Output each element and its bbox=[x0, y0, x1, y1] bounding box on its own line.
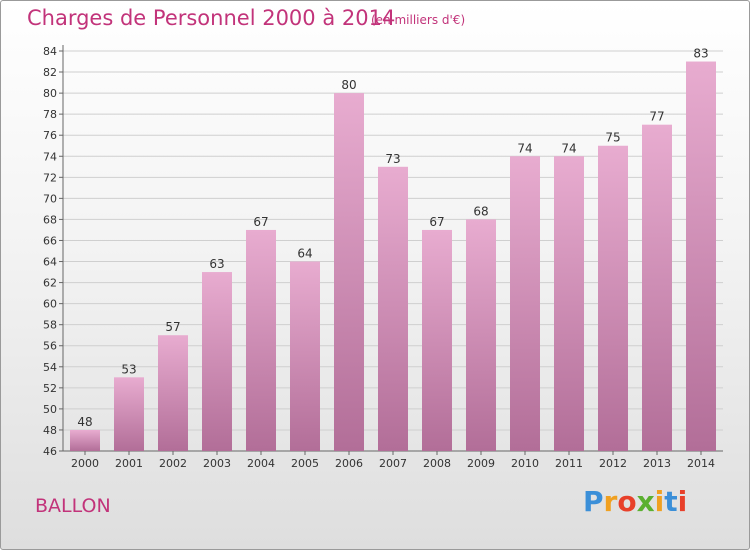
bar-2005 bbox=[290, 261, 320, 451]
bar-2004 bbox=[246, 229, 276, 451]
y-tick-label: 82 bbox=[43, 66, 57, 79]
logo-letter: x bbox=[636, 485, 655, 518]
y-tick-label: 74 bbox=[43, 150, 57, 163]
bar-2007 bbox=[378, 166, 408, 451]
x-tick-label-2001: 2001 bbox=[115, 457, 143, 470]
y-tick-label: 62 bbox=[43, 277, 57, 290]
x-tick-label-2005: 2005 bbox=[291, 457, 319, 470]
data-label-2000: 48 bbox=[77, 415, 92, 429]
chart-subtitle: (en milliers d'€) bbox=[371, 13, 466, 27]
bar-2002 bbox=[158, 335, 188, 451]
data-label-2008: 67 bbox=[429, 215, 444, 229]
logo-letter: i bbox=[654, 485, 665, 518]
y-tick-label: 46 bbox=[43, 445, 57, 458]
y-tick-label: 60 bbox=[43, 298, 57, 311]
bar-2006 bbox=[334, 93, 364, 452]
data-label-2002: 57 bbox=[165, 320, 180, 334]
bar-2009 bbox=[466, 219, 496, 451]
bar-2003 bbox=[202, 272, 232, 451]
x-tick-label-2012: 2012 bbox=[599, 457, 627, 470]
x-tick-label-2009: 2009 bbox=[467, 457, 495, 470]
x-tick-label-2000: 2000 bbox=[71, 457, 99, 470]
bar-2014 bbox=[686, 61, 716, 452]
place-label: BALLON bbox=[35, 495, 111, 517]
y-tick-label: 80 bbox=[43, 87, 57, 100]
data-label-2005: 64 bbox=[297, 247, 312, 261]
x-tick-label-2003: 2003 bbox=[203, 457, 231, 470]
bar-2000 bbox=[70, 429, 100, 451]
x-tick-label-2004: 2004 bbox=[247, 457, 275, 470]
y-tick-label: 84 bbox=[43, 45, 57, 58]
y-tick-label: 78 bbox=[43, 108, 57, 121]
x-tick-label-2008: 2008 bbox=[423, 457, 451, 470]
data-labels: 48 53 57 63 67 64 80 73 67 68 74 74 75 77 83 bbox=[77, 47, 708, 429]
data-label-2006: 80 bbox=[341, 78, 356, 92]
y-tick-label: 56 bbox=[43, 340, 57, 353]
y-tick-label: 66 bbox=[43, 234, 57, 247]
data-label-2009: 68 bbox=[473, 204, 488, 218]
y-tick-label: 50 bbox=[43, 403, 57, 416]
logo-letter: o bbox=[617, 485, 637, 518]
y-tick-label: 52 bbox=[43, 382, 57, 395]
bars bbox=[70, 61, 716, 452]
data-label-2012: 75 bbox=[605, 131, 620, 145]
data-label-2004: 67 bbox=[253, 215, 268, 229]
bar-2008 bbox=[422, 229, 452, 451]
chart-title: Charges de Personnel 2000 à 2014 bbox=[27, 6, 396, 30]
data-label-2014: 83 bbox=[693, 47, 708, 61]
x-tick-label-2013: 2013 bbox=[643, 457, 671, 470]
bar-2010 bbox=[510, 156, 540, 451]
data-label-2011: 74 bbox=[561, 141, 576, 155]
bar-2011 bbox=[554, 156, 584, 451]
x-tick-label-2006: 2006 bbox=[335, 457, 363, 470]
logo-letter: r bbox=[603, 485, 618, 518]
y-axis-ticks: 46 48 50 52 54 56 58 60 62 64 66 68 70 72 74 76 78 80 82 84 bbox=[43, 45, 63, 458]
data-label-2010: 74 bbox=[517, 141, 532, 155]
x-tick-label-2010: 2010 bbox=[511, 457, 539, 470]
data-label-2013: 77 bbox=[649, 110, 664, 124]
x-tick-label-2002: 2002 bbox=[159, 457, 187, 470]
y-tick-label: 54 bbox=[43, 361, 57, 374]
y-tick-label: 70 bbox=[43, 192, 57, 205]
bar-2013 bbox=[642, 124, 672, 452]
data-label-2001: 53 bbox=[121, 362, 136, 376]
bar-2012 bbox=[598, 145, 628, 451]
logo-letter: P bbox=[583, 485, 604, 518]
bar-2001 bbox=[114, 377, 144, 451]
data-label-2003: 63 bbox=[209, 257, 224, 271]
logo-letter: i bbox=[677, 485, 688, 518]
y-tick-label: 68 bbox=[43, 213, 57, 226]
x-axis-ticks: 2000 2001 2002 2003 2004 2005 2006 2007 2008 2009… bbox=[71, 451, 715, 470]
data-label-2007: 73 bbox=[385, 152, 400, 166]
x-tick-label-2007: 2007 bbox=[379, 457, 407, 470]
x-tick-label-2011: 2011 bbox=[555, 457, 583, 470]
x-tick-label-2014: 2014 bbox=[687, 457, 715, 470]
proxiti-logo: Proxiti bbox=[583, 485, 687, 518]
y-tick-label: 64 bbox=[43, 256, 57, 269]
y-tick-label: 48 bbox=[43, 424, 57, 437]
y-tick-label: 58 bbox=[43, 319, 57, 332]
y-tick-label: 72 bbox=[43, 171, 57, 184]
y-tick-label: 76 bbox=[43, 129, 57, 142]
logo-letter: t bbox=[664, 485, 678, 518]
